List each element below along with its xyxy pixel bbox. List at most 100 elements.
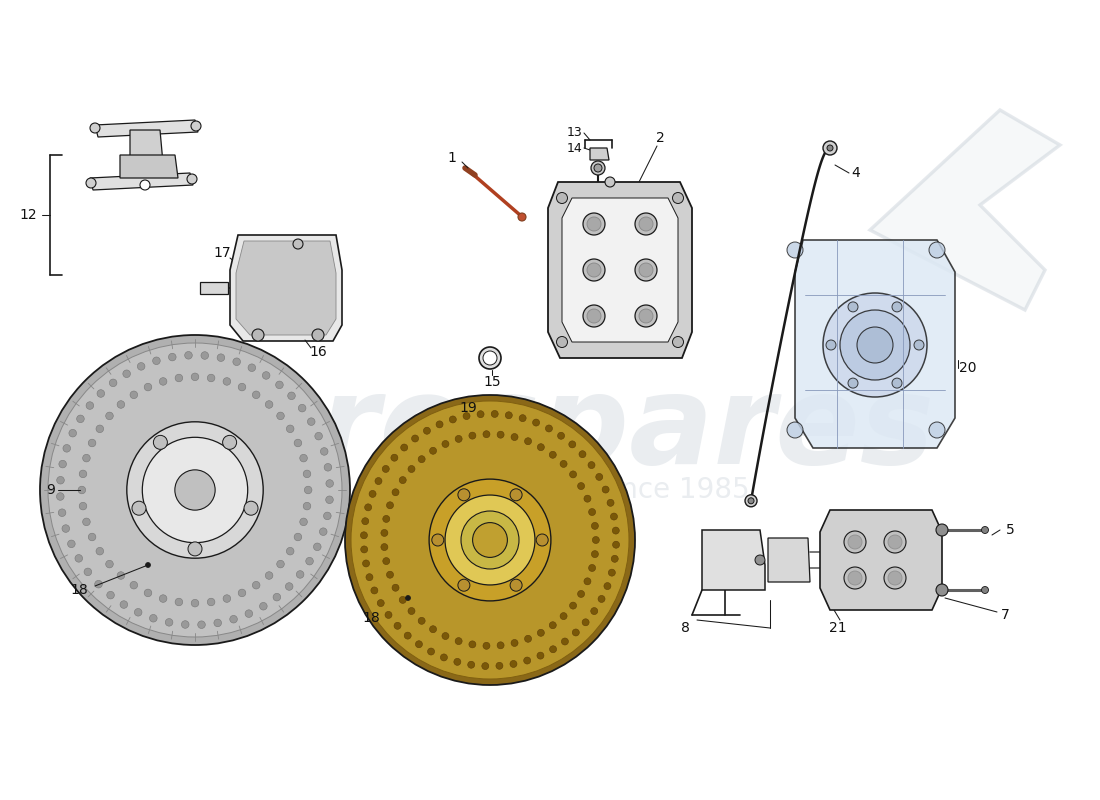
- Circle shape: [383, 466, 389, 473]
- Circle shape: [560, 613, 568, 619]
- Circle shape: [613, 527, 619, 534]
- Circle shape: [546, 425, 552, 432]
- Circle shape: [160, 378, 167, 386]
- Circle shape: [394, 622, 402, 630]
- Circle shape: [888, 571, 902, 585]
- Circle shape: [823, 293, 927, 397]
- Circle shape: [213, 619, 221, 626]
- Circle shape: [58, 509, 66, 517]
- Circle shape: [386, 502, 394, 509]
- Circle shape: [892, 302, 902, 312]
- Circle shape: [455, 638, 462, 645]
- Circle shape: [130, 582, 138, 589]
- Text: 21: 21: [829, 621, 847, 635]
- Circle shape: [583, 305, 605, 327]
- Circle shape: [390, 454, 398, 462]
- Circle shape: [608, 569, 615, 576]
- Circle shape: [848, 535, 862, 549]
- Circle shape: [446, 495, 535, 585]
- Circle shape: [138, 362, 145, 370]
- Circle shape: [549, 622, 557, 629]
- Polygon shape: [870, 110, 1060, 310]
- Circle shape: [592, 522, 598, 530]
- Circle shape: [252, 582, 260, 589]
- Circle shape: [207, 598, 215, 606]
- Text: 13: 13: [566, 126, 582, 139]
- Text: 5: 5: [1005, 523, 1014, 537]
- Circle shape: [538, 630, 544, 636]
- Circle shape: [62, 525, 69, 532]
- Circle shape: [429, 479, 551, 601]
- Circle shape: [639, 217, 653, 231]
- Text: 17: 17: [213, 246, 231, 260]
- Circle shape: [612, 555, 618, 562]
- Circle shape: [587, 309, 601, 323]
- Circle shape: [165, 618, 173, 626]
- Circle shape: [604, 582, 611, 590]
- Circle shape: [97, 390, 104, 398]
- Circle shape: [86, 178, 96, 188]
- Circle shape: [79, 470, 87, 478]
- Circle shape: [510, 489, 522, 501]
- Circle shape: [145, 562, 151, 567]
- Circle shape: [449, 416, 456, 423]
- Circle shape: [561, 638, 569, 645]
- Circle shape: [429, 626, 437, 633]
- Circle shape: [510, 661, 517, 667]
- Circle shape: [230, 615, 238, 623]
- Circle shape: [375, 478, 382, 485]
- Circle shape: [823, 141, 837, 155]
- Circle shape: [107, 591, 114, 599]
- Circle shape: [276, 381, 283, 389]
- Circle shape: [537, 652, 543, 659]
- Circle shape: [134, 609, 142, 616]
- Text: eurospares: eurospares: [145, 370, 935, 490]
- Circle shape: [223, 594, 231, 602]
- Circle shape: [605, 177, 615, 187]
- Circle shape: [96, 425, 103, 433]
- Circle shape: [639, 263, 653, 277]
- Circle shape: [306, 558, 313, 565]
- Circle shape: [914, 340, 924, 350]
- Circle shape: [458, 489, 470, 501]
- Circle shape: [463, 413, 470, 419]
- Circle shape: [130, 391, 138, 398]
- Circle shape: [265, 401, 273, 408]
- Circle shape: [296, 570, 304, 578]
- Circle shape: [512, 639, 518, 646]
- Circle shape: [888, 535, 902, 549]
- Circle shape: [252, 391, 260, 398]
- Circle shape: [294, 439, 301, 446]
- Circle shape: [67, 540, 75, 548]
- Circle shape: [598, 595, 605, 602]
- Circle shape: [106, 412, 113, 420]
- Circle shape: [294, 534, 301, 541]
- Circle shape: [518, 213, 526, 221]
- Circle shape: [286, 425, 294, 433]
- Circle shape: [40, 335, 350, 645]
- Circle shape: [153, 435, 167, 450]
- Circle shape: [315, 432, 322, 440]
- Circle shape: [432, 534, 443, 546]
- Circle shape: [385, 611, 392, 618]
- Circle shape: [591, 607, 597, 614]
- Circle shape: [583, 213, 605, 235]
- Circle shape: [550, 646, 557, 653]
- Circle shape: [578, 482, 584, 490]
- Circle shape: [496, 662, 503, 670]
- Circle shape: [144, 383, 152, 391]
- Circle shape: [936, 524, 948, 536]
- Circle shape: [981, 526, 989, 534]
- Circle shape: [418, 456, 426, 462]
- Circle shape: [844, 531, 866, 553]
- Circle shape: [96, 547, 103, 555]
- Circle shape: [245, 610, 253, 618]
- Polygon shape: [120, 155, 178, 178]
- Circle shape: [578, 590, 584, 598]
- Circle shape: [469, 641, 476, 648]
- Circle shape: [95, 580, 102, 588]
- Circle shape: [175, 598, 183, 606]
- Circle shape: [497, 642, 504, 649]
- Circle shape: [123, 370, 131, 378]
- Circle shape: [981, 586, 989, 594]
